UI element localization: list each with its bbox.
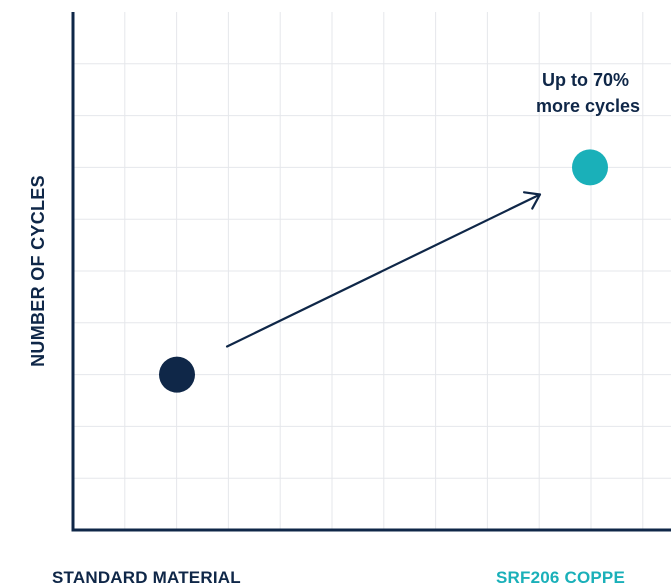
annotation-line-2: more cycles <box>536 96 640 116</box>
x-category-labels: STANDARD MATERIAL SRF206 COPPE <box>52 568 625 587</box>
data-point-srf206-copper <box>572 149 608 186</box>
x-category-label-srf206-copper: SRF206 COPPE <box>496 568 625 587</box>
data-points <box>159 149 608 393</box>
arrow-shaft <box>225 193 542 348</box>
arrow-head-icon <box>523 191 542 210</box>
annotation-line-1: Up to 70% <box>542 70 629 90</box>
y-axis-label: NUMBER OF CYCLES <box>28 175 48 367</box>
annotation-label: Up to 70% more cycles <box>536 70 640 116</box>
data-point-standard-material <box>159 356 195 393</box>
grid <box>73 12 671 530</box>
increase-arrow <box>225 191 542 348</box>
x-category-label-standard-material: STANDARD MATERIAL <box>52 568 241 587</box>
